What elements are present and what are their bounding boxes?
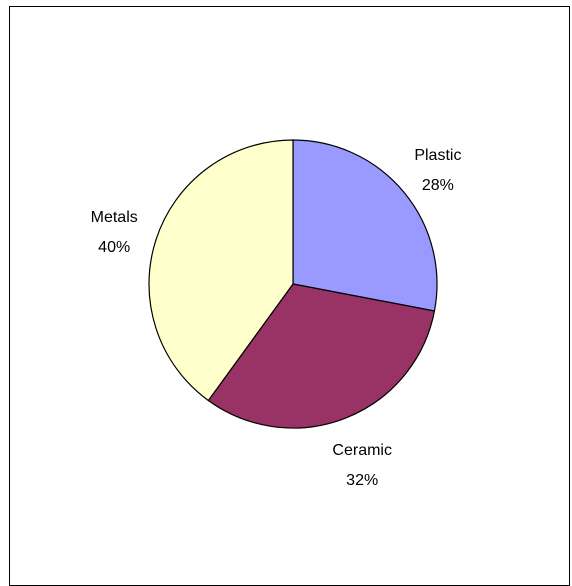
pie-category-label: Metals — [91, 209, 138, 226]
pie-value-label: 28% — [422, 177, 454, 194]
pie-value-label: 40% — [98, 239, 130, 256]
pie-value-label: 32% — [346, 472, 378, 489]
pie-slice-metals — [148, 139, 294, 402]
pie-category-label: Ceramic — [332, 442, 392, 459]
pie-slice-ceramic — [207, 283, 436, 429]
pie-category-label: Plastic — [414, 147, 461, 164]
pie-chart: Plastic 28% Ceramic 32% Metals 40% — [91, 139, 462, 489]
pie-slices — [148, 139, 438, 429]
pie-slice-plastic — [292, 139, 438, 312]
pie-labels: Plastic 28% Ceramic 32% Metals 40% — [91, 147, 462, 489]
